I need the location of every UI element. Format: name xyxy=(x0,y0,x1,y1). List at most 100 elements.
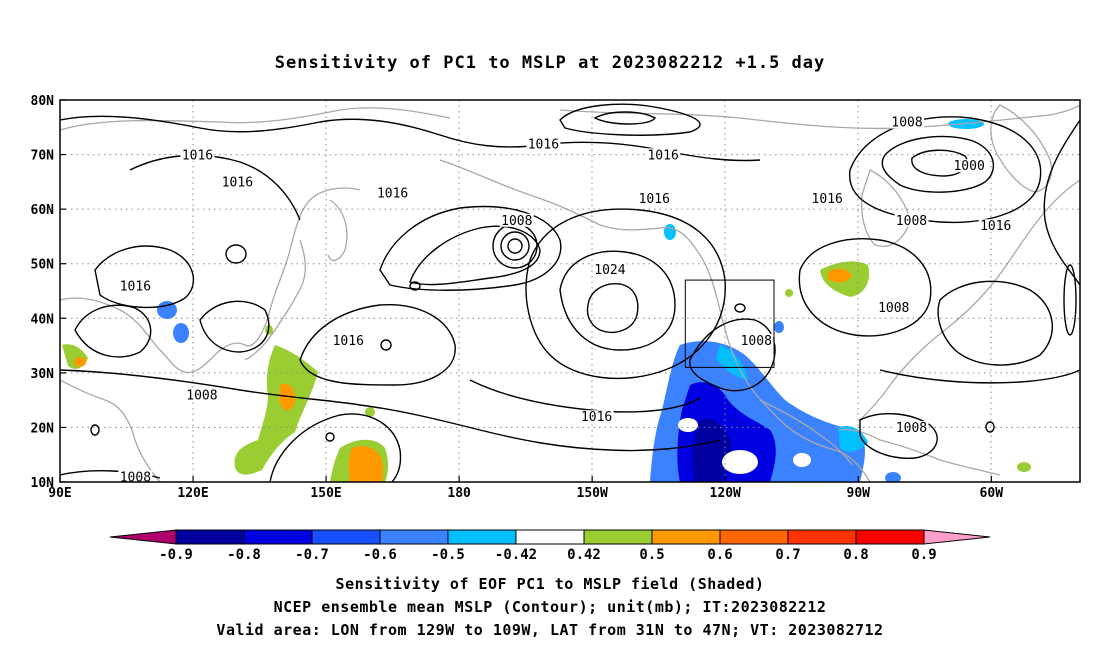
contour-atl-east xyxy=(937,280,1054,366)
contour-label: 1016 xyxy=(812,192,843,207)
contour-label: 1008 xyxy=(186,388,217,403)
contour-label: 1008 xyxy=(741,334,772,349)
green-spot-gulf xyxy=(785,289,793,297)
colorbar-cell xyxy=(719,529,789,545)
positive-sensitivity-core-wpac xyxy=(279,383,296,411)
white-hole-2 xyxy=(678,418,698,432)
contour-label: 1008 xyxy=(896,421,927,436)
coastlines xyxy=(60,104,1080,482)
alaska-blue xyxy=(664,224,676,240)
lat-tick-label: 70N xyxy=(31,149,55,164)
contour-label-halo xyxy=(579,410,614,424)
contour-label-halo xyxy=(184,388,219,402)
contour-small-5 xyxy=(325,432,335,442)
contour-atl-subtrop xyxy=(879,369,1080,384)
arctic-coastline xyxy=(559,104,1080,130)
positive-sensitivity-region-wpac xyxy=(234,345,318,475)
lat-tick-label: 80N xyxy=(31,94,55,109)
lon-tick-label: 60W xyxy=(980,486,1004,501)
east-asia-blue xyxy=(157,301,177,319)
contour-asia-3 xyxy=(199,300,270,353)
mslp-contours xyxy=(60,103,1080,482)
contour-label: 1008 xyxy=(120,470,151,485)
contour-label-halo xyxy=(637,191,672,205)
contour-label: 1016 xyxy=(581,410,612,425)
contour-small-6 xyxy=(734,303,746,313)
lon-tick-label: 120W xyxy=(710,486,741,501)
green-spot-2 xyxy=(365,407,375,417)
japan-coastline xyxy=(244,239,306,361)
colorbar-cell xyxy=(515,529,585,545)
white-hole-3 xyxy=(793,453,811,467)
white-hole-1 xyxy=(722,450,758,474)
lon-tick-label: 90W xyxy=(847,486,871,501)
colorbar-label: -0.42 xyxy=(495,547,537,563)
colorbar-label: 0.8 xyxy=(843,547,868,563)
caribbean-blue-spot xyxy=(885,472,901,482)
caption-line-1: Sensitivity of EOF PC1 to MSLP field (Sh… xyxy=(336,575,765,593)
contour-label-halo xyxy=(810,191,845,205)
colorbar-label: -0.5 xyxy=(431,547,465,563)
map-background xyxy=(60,100,1080,482)
longitude-axis: 90E 120E 150E 180 150W 120W 90W 60W xyxy=(48,476,1003,501)
contour-label: 1008 xyxy=(878,301,909,316)
contour-label: 1016 xyxy=(528,137,559,152)
contour-low-center-3 xyxy=(507,238,523,254)
colorbar-cell xyxy=(175,529,245,545)
contour-label: 1008 xyxy=(891,116,922,131)
contour-1000-low xyxy=(881,135,995,193)
caption-line-2: NCEP ensemble mean MSLP (Contour); unit(… xyxy=(274,598,827,616)
contour-label-halo xyxy=(331,333,366,347)
colorbar-label: -0.8 xyxy=(227,547,261,563)
lat-tick-label: 10N xyxy=(31,476,55,491)
contour-label-halo xyxy=(646,148,681,162)
contour-small-4 xyxy=(90,424,100,436)
colorbar-cell xyxy=(447,529,517,545)
arctic-blue xyxy=(948,119,984,129)
alaska-coastline xyxy=(439,159,721,311)
contour-label: 1016 xyxy=(377,187,408,202)
caption-line-3: Valid area: LON from 129W to 109W, LAT f… xyxy=(216,621,883,639)
lon-tick-label: 180 xyxy=(447,486,471,501)
orange-spot-scs xyxy=(74,357,86,367)
colorbar-underflow-triangle xyxy=(109,529,177,545)
pacnw-blue xyxy=(774,321,784,333)
contour-label-halo xyxy=(894,421,929,435)
contour-label-halo xyxy=(118,279,153,293)
colorbar-label: 0.6 xyxy=(707,547,732,563)
contour-1008-low-outer xyxy=(379,205,562,291)
contour-1008-wpac xyxy=(269,413,402,482)
contour-label: 1016 xyxy=(980,219,1011,234)
contour-label-halo xyxy=(876,301,911,315)
contour-1016-siberia xyxy=(129,154,301,221)
map-panel: 1016 1016 1016 1016 1016 1016 1008 1024 1016 1016… xyxy=(31,94,1081,501)
contour-small-8 xyxy=(1063,264,1077,336)
contour-label-halo xyxy=(180,148,215,162)
lon-tick-label: 150E xyxy=(310,486,341,501)
mexico-coastline xyxy=(759,399,1001,476)
contour-1016-tropical-band xyxy=(60,369,721,452)
map-frame xyxy=(59,99,1081,483)
north-america-west-coast xyxy=(719,309,871,482)
contour-arctic-high-inner xyxy=(593,111,656,125)
colorbar-label: -0.9 xyxy=(159,547,193,563)
contour-1008-southwest-us xyxy=(689,318,776,392)
contour-1008-low xyxy=(409,225,541,286)
contour-small-2 xyxy=(380,339,392,351)
great-lakes-core xyxy=(828,268,852,283)
colorbar-cell xyxy=(787,529,857,545)
contour-label: 1024 xyxy=(594,263,625,278)
colorbar-label: 0.5 xyxy=(639,547,664,563)
contour-small-1 xyxy=(409,281,421,291)
contour-label-halo xyxy=(118,470,153,482)
contour-labels: 1016 1016 1016 1016 1016 1016 1008 1024 1016 1016… xyxy=(118,115,1013,485)
contour-asia-2 xyxy=(94,245,195,309)
contour-1016-north-pacific xyxy=(299,303,456,386)
contour-asia-1 xyxy=(74,304,152,358)
contour-arctic-high xyxy=(559,103,701,136)
latitude-axis: 80N 70N 60N 50N 40N 30N 20N 10N xyxy=(31,94,66,491)
lon-tick-label: 120E xyxy=(177,486,208,501)
contour-low-center-2 xyxy=(500,231,530,261)
lat-tick-label: 20N xyxy=(31,421,55,436)
